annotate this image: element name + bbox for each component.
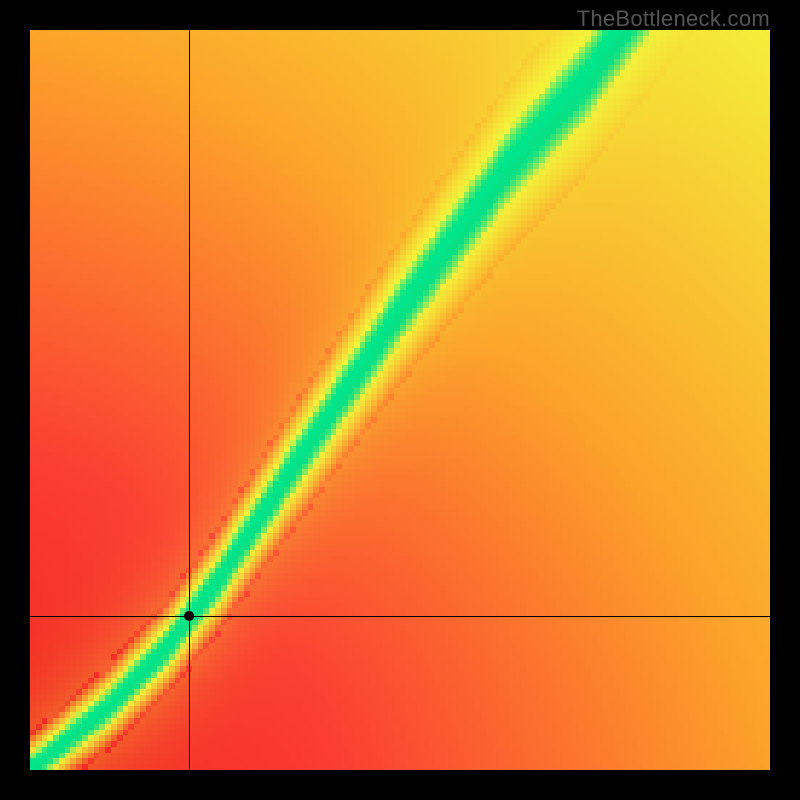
chart-container: TheBottleneck.com bbox=[0, 0, 800, 800]
watermark-text: TheBottleneck.com bbox=[577, 6, 770, 32]
bottleneck-heatmap bbox=[0, 0, 800, 800]
